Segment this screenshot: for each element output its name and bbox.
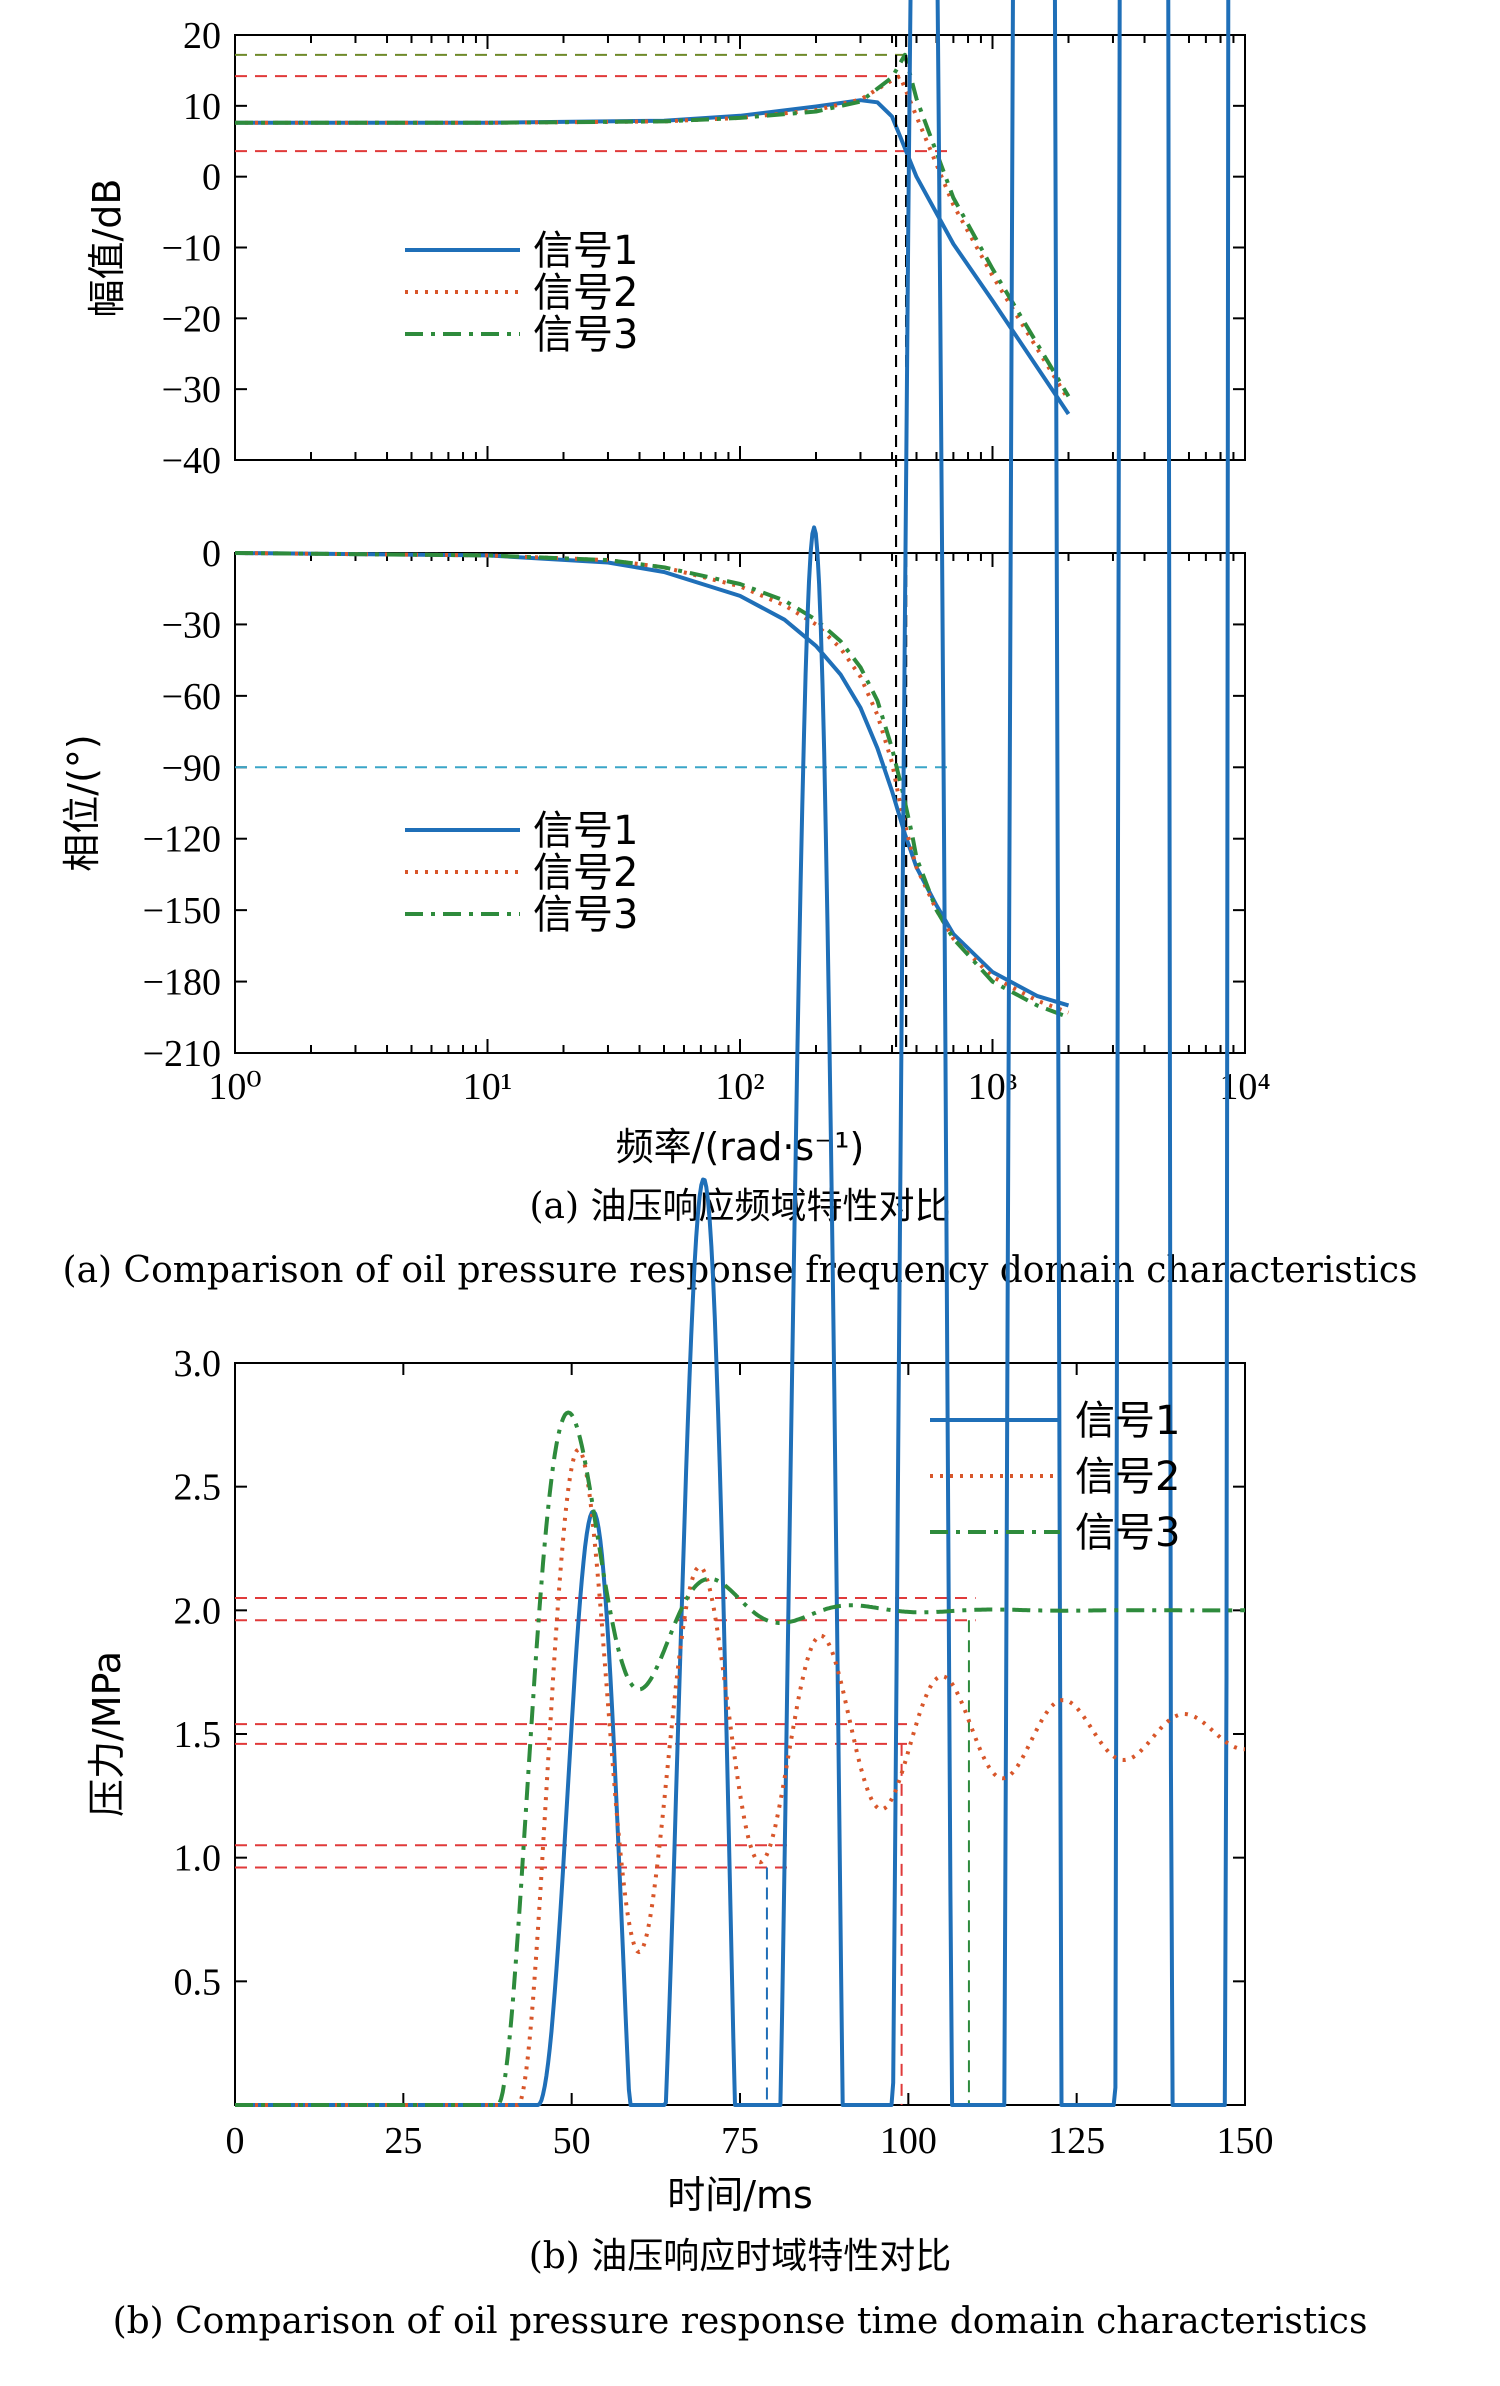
caption-a-chinese: (a) 油压响应频域特性对比 [530, 1186, 951, 1227]
magnitude-ticks: 20 10 0 −10 −20 −30 −40 [162, 15, 1245, 482]
y-tick-label: 0.5 [174, 1961, 222, 2003]
y-tick-label: −120 [143, 819, 221, 861]
y-tick-label: −90 [162, 747, 221, 789]
y-tick-label: −40 [162, 440, 221, 482]
y-tick-label: 20 [183, 15, 221, 57]
y-tick-label: −180 [143, 962, 221, 1004]
series-line-3 [234, 551, 1070, 1020]
phase-series [234, 551, 1070, 1020]
legend-label-1: 信号1 [1075, 1398, 1180, 1444]
y-tick-label: 1.5 [174, 1714, 222, 1756]
magnitude-series [235, 52, 1071, 416]
y-tick-label: 10 [183, 86, 221, 128]
phase-plot-frame [234, 552, 1246, 1054]
series-line-3 [235, 52, 1071, 398]
legend-label-1: 信号1 [533, 808, 638, 854]
y-tick-label: 1.0 [174, 1838, 222, 1880]
magnitude-y-axis-label: 幅值/dB [85, 179, 129, 318]
x-tick-label: 50 [553, 2120, 591, 2162]
legend-label-2: 信号2 [533, 270, 638, 316]
x-tick-label: 100 [880, 2120, 937, 2162]
legend-label-3: 信号3 [533, 892, 638, 938]
y-tick-label: 2.0 [174, 1590, 222, 1632]
frequency-x-axis-label: 频率/(rad·s⁻¹) [616, 1125, 865, 1169]
x-tick-label: 10⁰ [208, 1066, 261, 1108]
series-line-1 [234, 551, 1070, 1008]
time-ticks: 0.5 1.0 1.5 2.0 2.5 3.0 0 25 50 75 100 125 150 [174, 1343, 1274, 2162]
x-tick-label: 10¹ [463, 1066, 512, 1108]
x-tick-label: 75 [721, 2120, 759, 2162]
caption-b-chinese: (b) 油压响应时域特性对比 [529, 2236, 952, 2277]
legend-label-2: 信号2 [1075, 1454, 1180, 1500]
y-tick-label: −20 [162, 298, 221, 340]
y-tick-label: −30 [162, 369, 221, 411]
phase-y-axis-label: 相位/(°) [60, 734, 104, 871]
x-tick-label: 0 [226, 2120, 245, 2162]
x-tick-label: 125 [1048, 2120, 1105, 2162]
time-series [234, 0, 1246, 2107]
y-tick-label: 3.0 [174, 1343, 222, 1385]
legend-label-2: 信号2 [533, 850, 638, 896]
time-legend: 信号1 信号2 信号3 [930, 1398, 1180, 1556]
legend-label-1: 信号1 [533, 228, 638, 274]
time-reference-lines [235, 1596, 976, 2105]
y-tick-label: 0 [202, 533, 221, 575]
pressure-y-axis-label: 压力/MPa [85, 1651, 129, 1817]
legend-label-3: 信号3 [533, 312, 638, 358]
caption-a-english: (a) Comparison of oil pressure response … [63, 1250, 1418, 1291]
time-panel: 0.51.01.52.02.53.00 25 50 75 100 125 150 压力/MP… [85, 0, 1274, 2217]
y-tick-label: −150 [143, 890, 221, 932]
x-tick-label: 25 [384, 2120, 422, 2162]
y-tick-label: 2.5 [174, 1467, 222, 1509]
series-line-1 [235, 98, 1071, 416]
x-tick-label: 10² [715, 1066, 764, 1108]
x-tick-label: 150 [1217, 2120, 1274, 2162]
legend-label-3: 信号3 [1075, 1510, 1180, 1556]
caption-b-english: (b) Comparison of oil pressure response … [113, 2301, 1368, 2342]
y-tick-label: 0 [202, 157, 221, 199]
time-x-axis-label: 时间/ms [667, 2173, 813, 2217]
y-tick-label: −10 [162, 228, 221, 270]
y-tick-label: −30 [162, 604, 221, 646]
y-tick-label: −60 [162, 676, 221, 718]
series-line-2 [234, 551, 1070, 1015]
series-line-3 [234, 1410, 1246, 2107]
y-tick-label: −210 [143, 1033, 221, 1075]
magnitude-plot-frame [234, 34, 1246, 461]
